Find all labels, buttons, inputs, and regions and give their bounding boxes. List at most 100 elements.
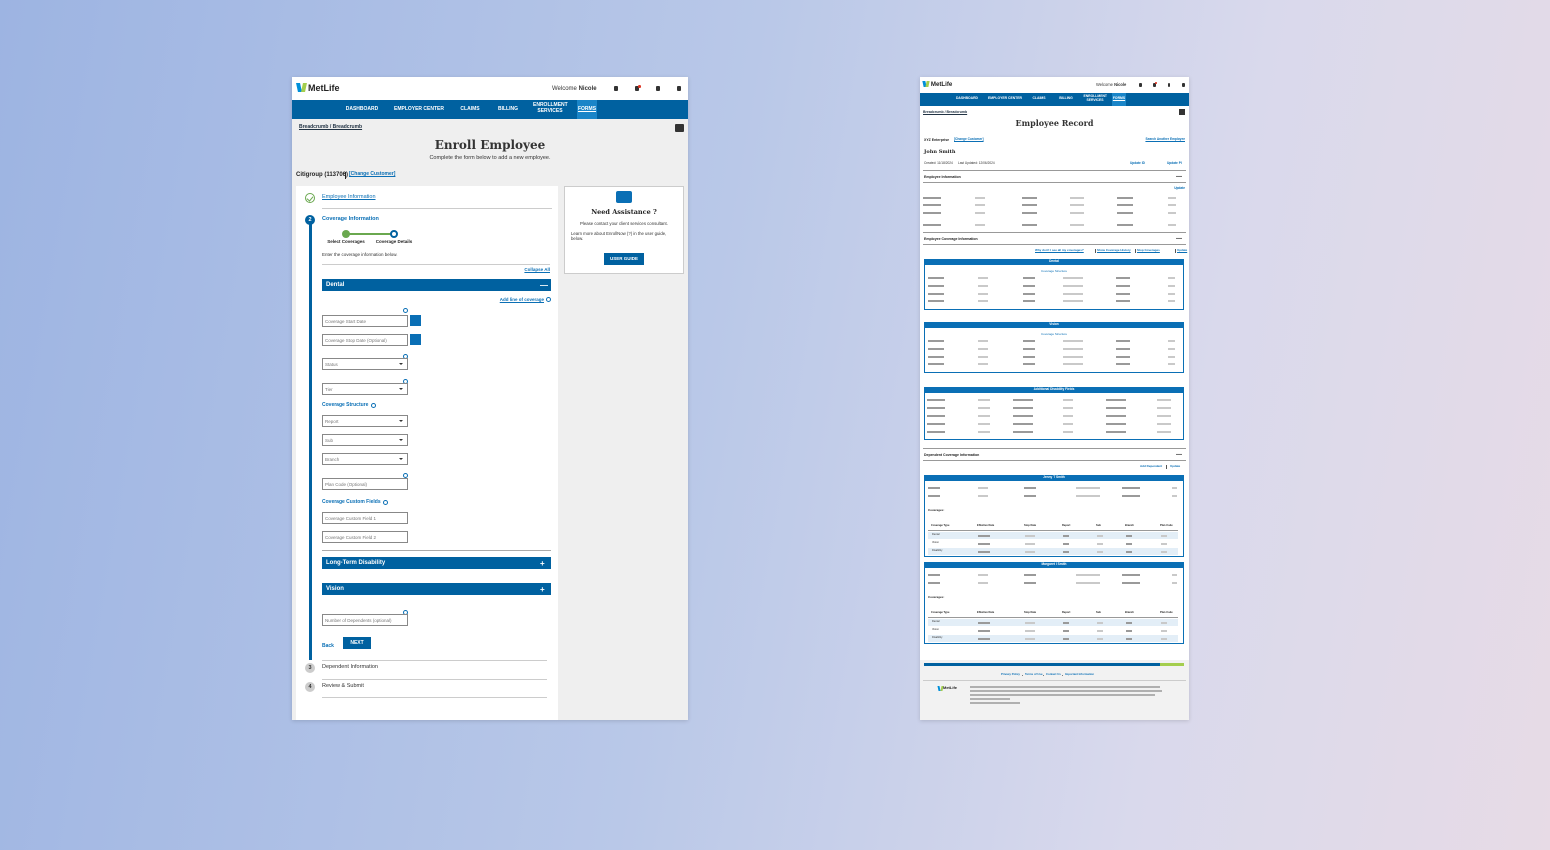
nav-item[interactable]: BILLING (1059, 96, 1073, 101)
field-text (928, 300, 944, 302)
legal-text (970, 686, 1160, 688)
field-text (1126, 622, 1132, 624)
coverage-link[interactable]: Show Coverage History (1097, 248, 1131, 252)
dependent-link[interactable]: Add Dependent (1140, 464, 1163, 468)
action-link[interactable]: Update PI (1167, 161, 1182, 165)
field-text (1161, 543, 1167, 545)
input[interactable] (322, 453, 408, 465)
nav-item[interactable]: FORMS (1112, 96, 1126, 101)
dependent-link[interactable]: Update (1170, 464, 1181, 468)
header-icon[interactable] (635, 86, 639, 91)
divider (923, 680, 1186, 681)
field-text (1025, 543, 1035, 545)
nav-item[interactable]: BILLING (498, 106, 518, 112)
field-text (1022, 204, 1037, 206)
header-icon[interactable] (677, 86, 681, 91)
nav-item[interactable]: CLAIMS (1032, 96, 1046, 101)
input[interactable] (322, 334, 408, 346)
field-text (1063, 423, 1073, 425)
input[interactable] (322, 383, 408, 395)
nav-item[interactable]: ENROLLMENT SERVICES (533, 102, 568, 114)
action-link[interactable]: Update ID (1130, 161, 1145, 165)
section-bar[interactable] (322, 557, 551, 569)
breadcrumb[interactable]: Breadcrumb / Breadcrumb (299, 124, 363, 130)
collapse-all[interactable]: Collapse All (524, 267, 550, 272)
coverage-link[interactable]: Update (1177, 248, 1188, 252)
field-text (927, 423, 945, 425)
caret (399, 420, 403, 422)
divider (322, 697, 547, 698)
input[interactable] (322, 415, 408, 427)
coverage-link[interactable]: Stop Coverages (1137, 248, 1160, 252)
divider (923, 448, 1186, 449)
nav-item[interactable]: DASHBOARD (345, 106, 379, 112)
header-icon[interactable] (1181, 83, 1185, 87)
field-text (1025, 551, 1035, 553)
field-text (1161, 638, 1167, 640)
breadcrumb[interactable]: Breadcrumb / Breadcrumb (923, 110, 968, 114)
field-text (1076, 574, 1100, 576)
enroll-screen: MetLife Welcome Nicole DASHBOARD EMPLOYER C… (292, 77, 688, 720)
card-header (924, 322, 1184, 328)
footer-link[interactable]: Contact Us (1046, 672, 1061, 676)
header-icon[interactable] (614, 86, 618, 91)
field-text (1024, 582, 1036, 584)
update-link[interactable]: Update (1174, 186, 1185, 190)
coverage-link[interactable]: Why don't I see all my coverages? (1035, 248, 1084, 252)
user-guide-button[interactable]: USER GUIDE (604, 253, 644, 265)
nav-item[interactable]: CLAIMS (460, 106, 480, 112)
input[interactable] (322, 358, 408, 370)
divider (322, 208, 552, 209)
calendar-button[interactable] (410, 315, 421, 326)
nav-item[interactable]: DASHBOARD (955, 96, 979, 101)
footer-link[interactable]: Important Information (1065, 672, 1095, 676)
section-title: Vision (326, 586, 344, 592)
field-text (1022, 224, 1037, 226)
change-customer[interactable]: [Change Customer] (349, 171, 396, 177)
caret (399, 458, 403, 460)
add-line[interactable]: Add line of coverage (499, 297, 544, 302)
welcome-text: Welcome (1096, 82, 1115, 88)
field-text (1024, 495, 1036, 497)
field-text (1106, 431, 1126, 433)
nav-item[interactable]: EMPLOYER CENTER (988, 96, 1022, 101)
input[interactable] (322, 512, 408, 524)
divider (928, 617, 1178, 618)
nav-item[interactable]: EMPLOYER CENTER (393, 106, 444, 112)
section-bar[interactable] (322, 279, 551, 291)
section-bar[interactable] (322, 583, 551, 595)
field-text (1063, 415, 1073, 417)
next-button[interactable]: NEXT (343, 637, 371, 649)
divider (1175, 249, 1176, 253)
header-icon[interactable] (656, 86, 660, 91)
field-text (928, 574, 940, 576)
footer-link[interactable]: Privacy Policy (1001, 672, 1020, 676)
divider (923, 460, 1186, 461)
input[interactable] (322, 531, 408, 543)
header-icon[interactable] (1138, 83, 1142, 87)
step-label[interactable]: Employee Information (322, 194, 376, 200)
field-text (1063, 293, 1083, 295)
assist-icon (616, 191, 632, 203)
search-employee[interactable]: Search Another Employee (1145, 137, 1185, 141)
input[interactable] (322, 315, 408, 327)
field-text (1116, 285, 1130, 287)
footer-link[interactable]: Terms of Use (1025, 672, 1043, 676)
section-toggle: + (540, 558, 545, 568)
header-icon[interactable] (1153, 83, 1156, 87)
field-text (1063, 638, 1069, 640)
input[interactable] (322, 614, 408, 626)
input[interactable] (322, 434, 408, 446)
step-number: 2 (305, 215, 315, 225)
field-text (1117, 224, 1133, 226)
nav-item[interactable]: FORMS (577, 106, 597, 112)
header-icon[interactable] (1167, 83, 1171, 87)
input[interactable] (322, 478, 408, 490)
back-link[interactable]: Back (322, 643, 334, 649)
field-text (928, 340, 944, 342)
field-text (927, 407, 945, 409)
nav-item[interactable]: ENROLLMENT SERVICES (1083, 93, 1107, 102)
change-customer[interactable]: [Change Customer] (954, 137, 984, 141)
field-text (1122, 574, 1140, 576)
calendar-button[interactable] (410, 334, 421, 345)
